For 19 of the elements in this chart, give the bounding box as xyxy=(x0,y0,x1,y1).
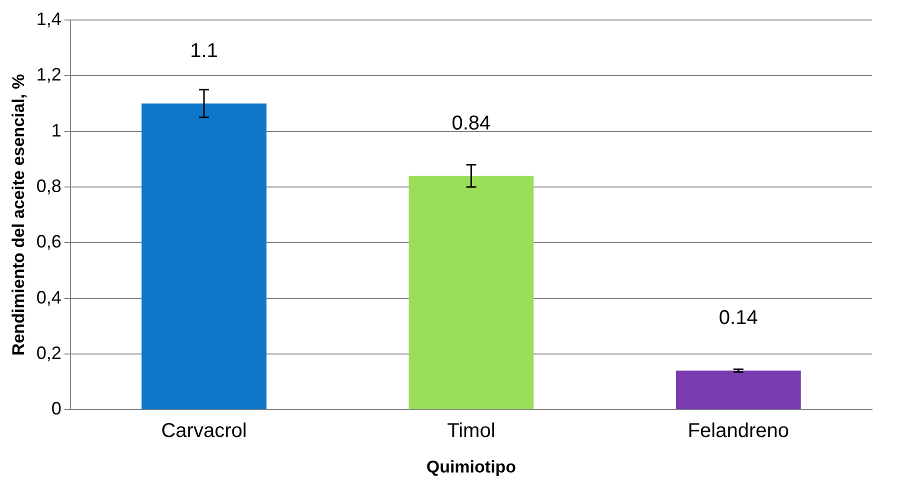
y-axis-title: Rendimiento del aceite esencial, % xyxy=(8,74,28,356)
y-tick-label: 0,4 xyxy=(36,287,62,308)
bar xyxy=(408,176,534,410)
x-axis-title: Quimiotipo xyxy=(426,457,516,476)
y-tick-label: 1,4 xyxy=(36,8,62,29)
x-tick-label: Felandreno xyxy=(688,420,789,442)
bar xyxy=(676,370,801,410)
y-tick-label: 1 xyxy=(51,120,62,140)
x-tick-label: Timol xyxy=(447,420,496,442)
y-tick-label: 0 xyxy=(51,398,62,419)
y-tick-label: 0,2 xyxy=(36,342,62,363)
data-label: 0.14 xyxy=(718,307,758,330)
data-label: 1.1 xyxy=(190,40,218,62)
y-tick-label: 0,6 xyxy=(36,232,62,252)
x-tick-label: Carvacrol xyxy=(161,420,247,442)
y-tick-label: 1,2 xyxy=(36,64,62,85)
data-label: 0.84 xyxy=(452,112,491,134)
bar xyxy=(142,103,266,410)
y-tick-label: 0,8 xyxy=(36,176,62,196)
